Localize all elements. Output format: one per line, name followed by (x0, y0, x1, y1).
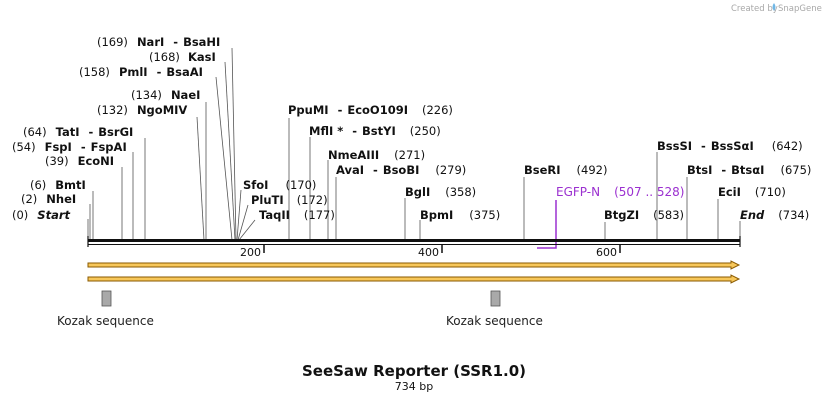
feature-arrows (87, 260, 741, 284)
ruler: 200 400 600 (240, 244, 621, 259)
site-label-nari[interactable]: (169) NarI - BsaHI (97, 35, 220, 49)
kozak-features: Kozak sequence Kozak sequence (57, 290, 543, 328)
sequence-backbone (87, 236, 741, 247)
site-label-tati[interactable]: (64) TatI - BsrGI (23, 125, 133, 139)
site-label-nmeaiii[interactable]: NmeAIII (271) (328, 148, 425, 162)
site-label-ecii[interactable]: EciI (710) (718, 185, 786, 199)
site-label-pluti[interactable]: PluTI (172) (251, 193, 328, 207)
kozak-box-1[interactable] (101, 290, 112, 307)
site-label-avai[interactable]: AvaI - BsoBI (279) (336, 163, 466, 177)
primer-egfp-n[interactable]: EGFP-N (507 .. 528) (537, 185, 685, 249)
site-label-bsssi[interactable]: BssSI - BssSαI (642) (657, 139, 803, 153)
credit-brand: SnapGene (778, 4, 822, 14)
site-label-bseri[interactable]: BseRI (492) (524, 163, 607, 177)
site-label-mfli[interactable]: MflI * - BstYI (250) (309, 124, 441, 138)
restriction-site-labels: (169) NarI - BsaHI (168) KasI (158) PmlI - BsaA… (12, 35, 811, 222)
site-label-btsi[interactable]: BtsI - BtsαI (675) (687, 163, 811, 177)
site-label-end[interactable]: End (734) (740, 208, 809, 222)
site-label-econi[interactable]: (39) EcoNI (45, 154, 114, 168)
site-label-kasi[interactable]: (168) KasI (149, 50, 216, 64)
site-label-fspi[interactable]: (54) FspI - FspAI (12, 140, 127, 154)
site-label-sfoi[interactable]: SfoI (170) (243, 178, 316, 192)
site-label-start[interactable]: (0) Start (12, 208, 71, 222)
tick-label-200: 200 (240, 246, 261, 259)
site-label-bgli[interactable]: BglI (358) (405, 185, 476, 199)
tick-label-400: 400 (418, 246, 439, 259)
site-label-pmli[interactable]: (158) PmlI - BsaAI (79, 65, 203, 79)
primer-label: EGFP-N (507 .. 528) (556, 185, 685, 199)
feature-arrow-bottom[interactable] (87, 274, 741, 284)
snapgene-logo-icon (772, 3, 776, 11)
tick-label-600: 600 (596, 246, 617, 259)
site-label-naei[interactable]: (134) NaeI (131, 88, 200, 102)
site-label-ngomiv[interactable]: (132) NgoMIV (97, 103, 187, 117)
feature-arrow-top[interactable] (87, 260, 741, 270)
map-title: SeeSaw Reporter (SSR1.0) (302, 362, 526, 380)
site-label-bmti[interactable]: (6) BmtI (30, 178, 86, 192)
kozak-label-1: Kozak sequence (57, 314, 154, 328)
credit-prefix: Created by (731, 4, 778, 14)
site-label-btgzi[interactable]: BtgZI (583) (604, 208, 684, 222)
site-label-taqii[interactable]: TaqII (177) (259, 208, 335, 222)
kozak-box-2[interactable] (490, 290, 501, 307)
site-label-ppumi[interactable]: PpuMI - EcoO109I (226) (288, 103, 453, 117)
site-label-nhei[interactable]: (2) NheI (21, 192, 76, 206)
credit: Created by SnapGene (731, 3, 822, 14)
map-length: 734 bp (395, 380, 433, 393)
site-label-bpmi[interactable]: BpmI (375) (420, 208, 500, 222)
kozak-label-2: Kozak sequence (446, 314, 543, 328)
